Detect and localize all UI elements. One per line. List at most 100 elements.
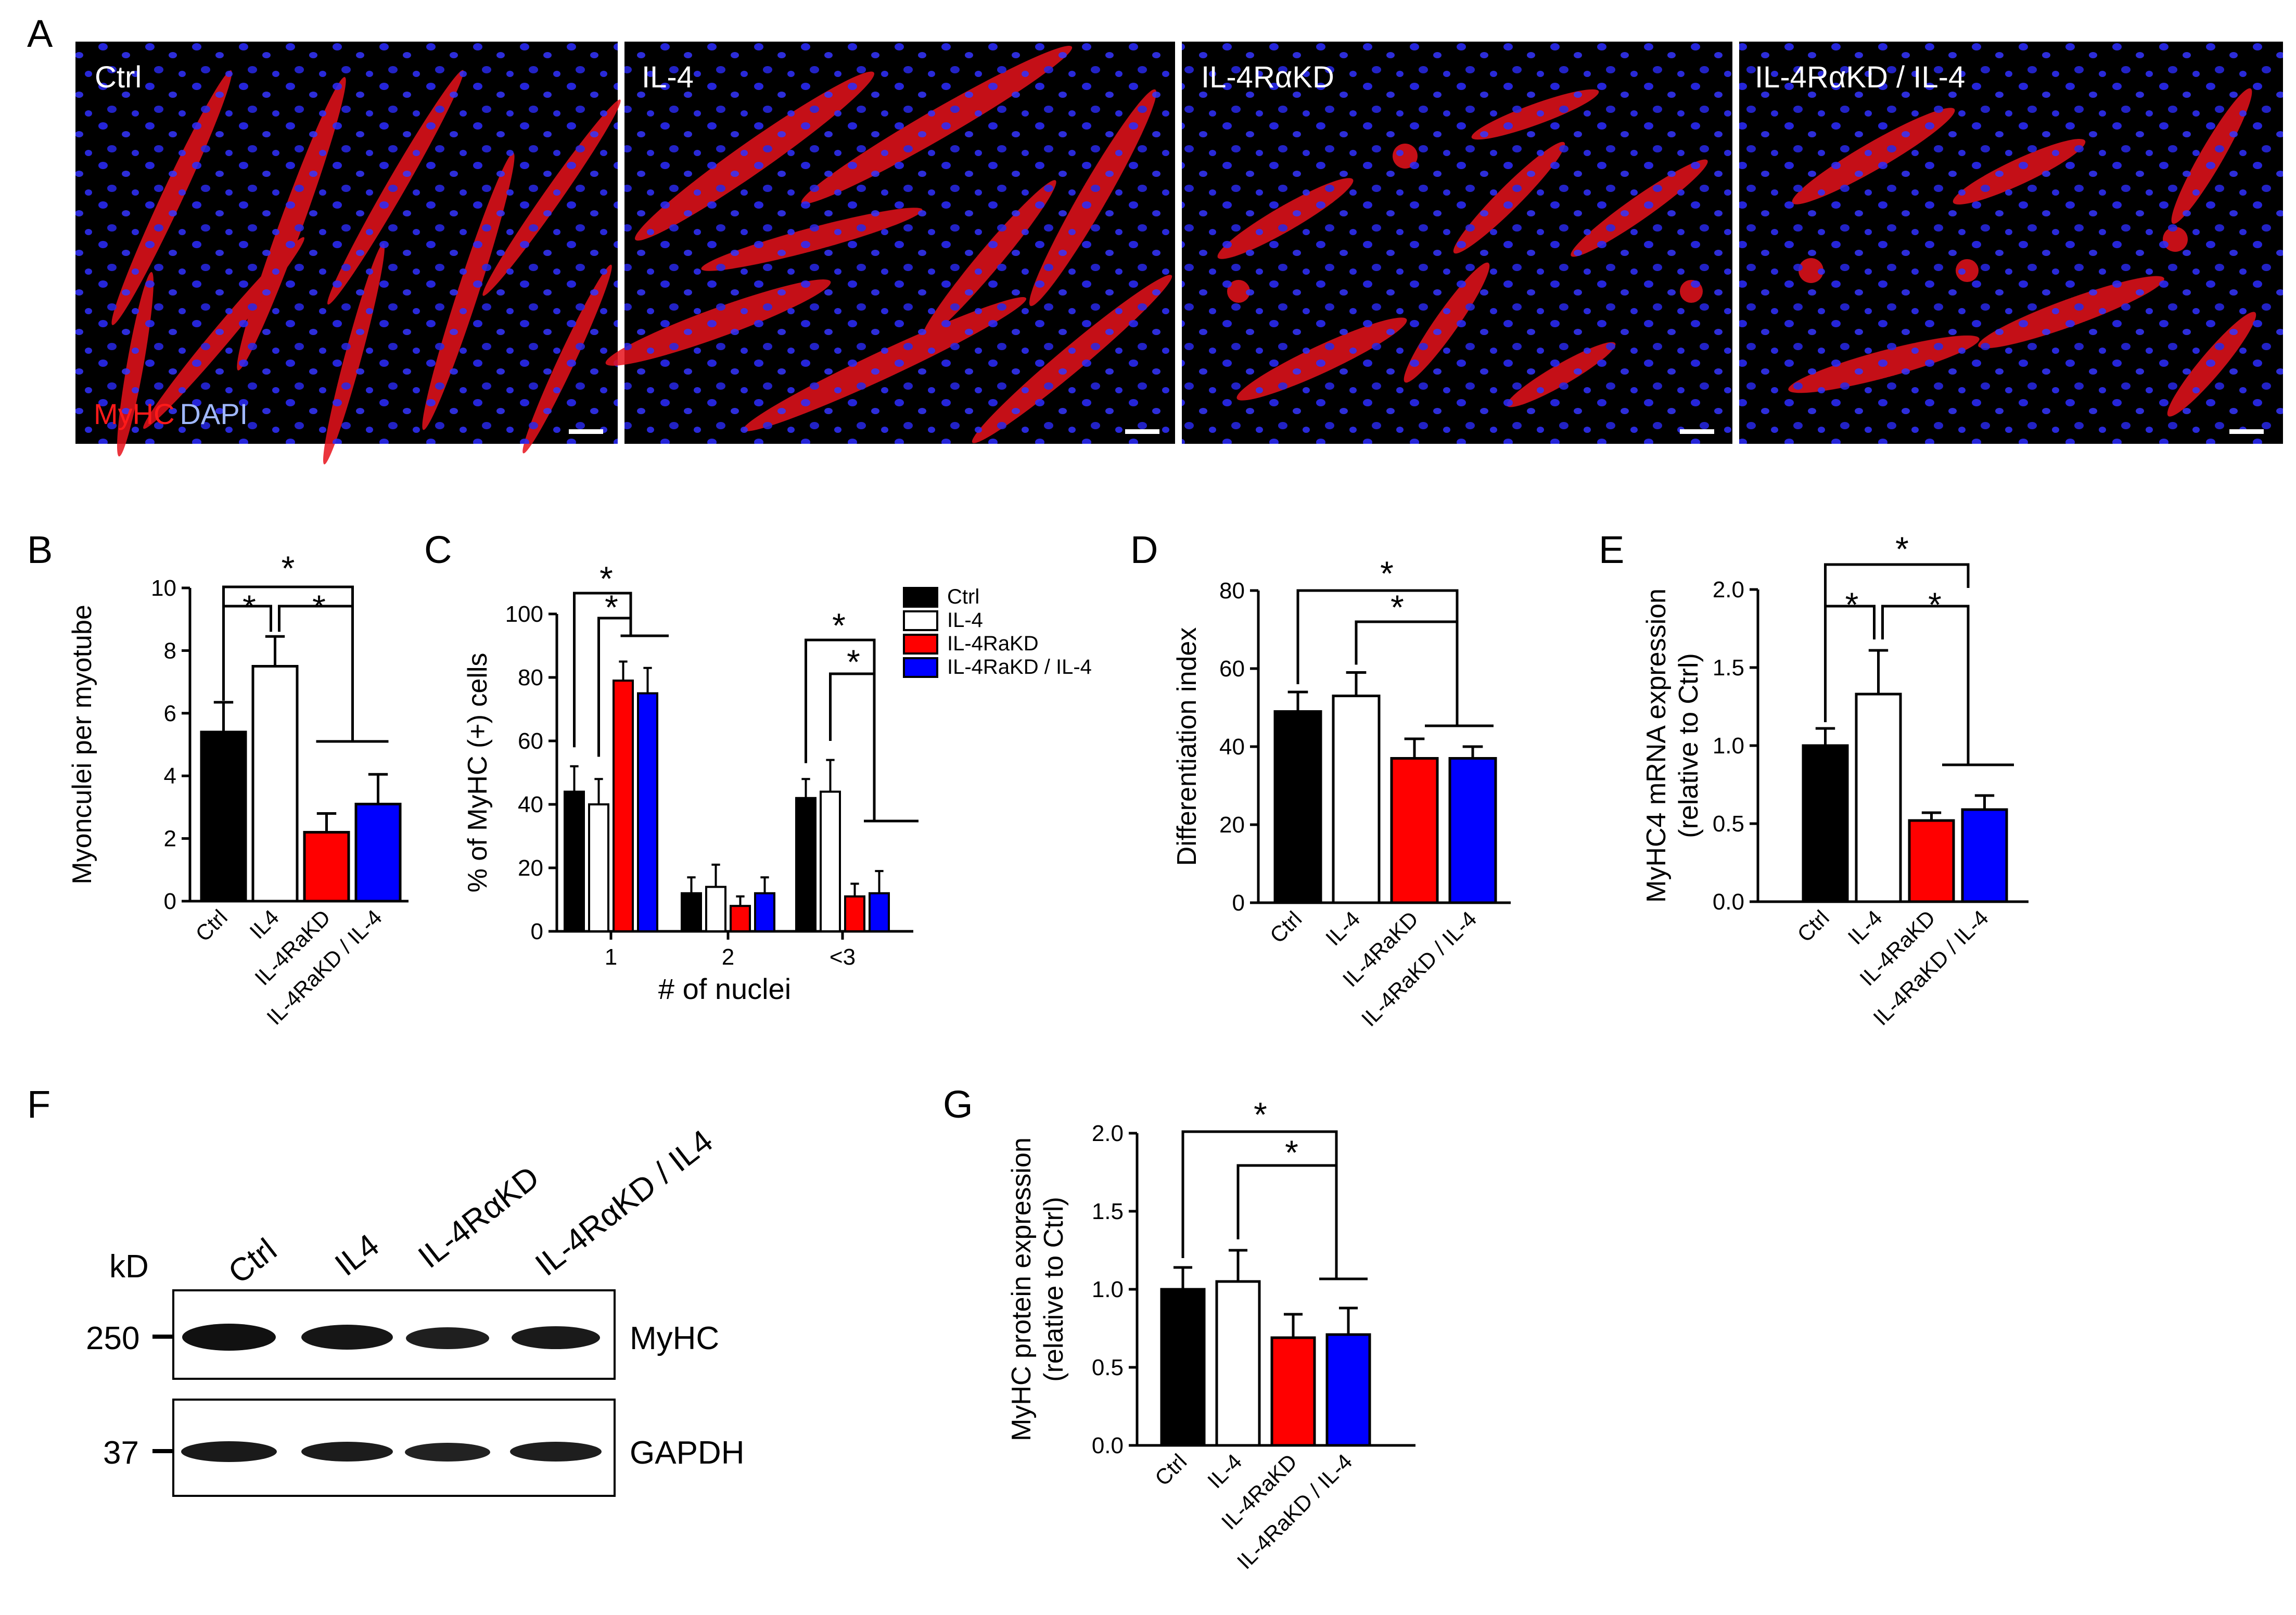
x-tick-label: IL4	[245, 905, 284, 944]
marker-tick-37	[152, 1449, 173, 1453]
y-tick-label: 1.0	[1713, 733, 1744, 759]
y-axis-title: % of MyHC (+) cells	[463, 653, 493, 893]
blot-lane-label: Ctrl	[222, 1232, 283, 1291]
x-tick-label: IL-4	[1203, 1449, 1246, 1493]
stain-legend: MyHC DAPI	[94, 398, 248, 430]
y-tick-label: 0	[531, 919, 543, 944]
significance-bracket	[1355, 620, 1457, 665]
bar	[354, 802, 402, 903]
significance-bracket	[1825, 605, 1876, 639]
significance-star: *	[599, 559, 613, 598]
y-tick-label: 40	[518, 792, 543, 817]
panel-letter-c: C	[424, 528, 452, 571]
bar	[820, 790, 841, 932]
significance-bracket	[829, 672, 874, 741]
x-tick-label: Ctrl	[1792, 905, 1833, 946]
scale-bar	[1125, 429, 1159, 434]
significance-bracket	[1181, 1130, 1338, 1279]
bar	[1160, 1288, 1206, 1447]
significance-star: *	[605, 588, 618, 626]
y-tick-label: 6	[164, 701, 176, 726]
stain-dapi: DAPI	[180, 398, 248, 430]
x-tick-label: Ctrl	[190, 905, 232, 946]
panel-label: IL-4RαKD	[1201, 60, 1334, 94]
x-tick-label: Ctrl	[1150, 1449, 1191, 1490]
significance-star: *	[312, 588, 326, 626]
y-tick-label: 60	[518, 728, 543, 754]
kd-label: kD	[109, 1249, 149, 1285]
bar	[844, 895, 865, 933]
legend-swatch	[903, 610, 938, 631]
significance-bracket	[1236, 1164, 1336, 1239]
bar	[705, 886, 726, 932]
significance-star: *	[847, 643, 860, 681]
significance-bracket	[222, 585, 354, 701]
y-tick-label: 1.0	[1092, 1277, 1124, 1302]
significance-star: *	[1254, 1095, 1267, 1134]
band-gapdh	[301, 1442, 393, 1462]
bar	[613, 680, 634, 932]
bar	[1390, 757, 1439, 904]
legend-label: IL-4	[947, 609, 983, 632]
y-tick-label: 2.0	[1713, 577, 1744, 603]
bar	[588, 803, 609, 932]
x-tick-label: Ctrl	[1265, 906, 1306, 947]
marker-tick-250	[152, 1335, 173, 1339]
significance-star: *	[243, 588, 256, 626]
panel-label: IL-4	[642, 60, 694, 94]
band-gapdh	[510, 1442, 602, 1462]
bar	[1270, 1336, 1316, 1447]
bar	[1325, 1333, 1371, 1447]
y-tick-label: 80	[1219, 578, 1245, 604]
x-axis-title: # of nuclei	[658, 972, 791, 1005]
significance-bracket	[1296, 589, 1459, 726]
y-tick-label: 2	[164, 826, 176, 852]
bar	[1855, 693, 1902, 903]
significance-star: *	[1285, 1133, 1298, 1172]
y-tick-label: 100	[505, 601, 543, 627]
microscopy-panel-il4rakd-il4: IL-4RαKD / IL-4	[1739, 42, 2283, 444]
bar	[1332, 695, 1381, 904]
panel-letter-e: E	[1599, 528, 1624, 571]
significance-bracket	[223, 605, 272, 632]
bar	[681, 892, 702, 933]
legend-label: IL-4RaKD / IL-4	[947, 656, 1092, 678]
y-tick-label: 0.0	[1092, 1433, 1124, 1458]
x-tick-label: IL-4	[1843, 905, 1886, 949]
y-tick-label: 2.0	[1092, 1121, 1124, 1146]
blot-lane-label: IL-4RαKD / IL4	[529, 1123, 720, 1283]
bar	[637, 692, 658, 932]
y-tick-label: 20	[1219, 812, 1245, 838]
dapi-overlay	[1182, 42, 1732, 444]
legend-swatch	[903, 657, 938, 678]
chart-panel-c: 0 20 40 60 80 100 % of MyHC (+) cells 1 2 <3 # of …	[463, 559, 1092, 1005]
y-tick-label: 10	[151, 575, 176, 601]
y-tick-label: 60	[1219, 656, 1245, 682]
y-axis-title: (relative to Ctrl)	[1039, 1197, 1069, 1381]
panel-label: Ctrl	[95, 60, 142, 94]
bar	[1802, 744, 1849, 903]
significance-bracket	[1881, 605, 1970, 765]
y-axis-title: MyHC protein expression	[1006, 1137, 1037, 1441]
significance-bracket	[597, 617, 631, 757]
panel-letter-f: F	[27, 1083, 50, 1126]
y-axis-title: (relative to Ctrl)	[1674, 653, 1704, 838]
significance-bracket	[573, 592, 632, 748]
microscopy-panel-il4rakd: IL-4RαKD	[1182, 42, 1732, 444]
bar	[1961, 808, 2008, 903]
y-axis-title: Differentiation index	[1172, 627, 1202, 866]
band-myhc	[301, 1325, 393, 1350]
legend-label: Ctrl	[947, 585, 979, 608]
band-myhc	[406, 1327, 489, 1349]
legend-swatch	[903, 634, 938, 655]
y-tick-label: 0.5	[1092, 1355, 1124, 1380]
bar	[869, 892, 890, 933]
bar	[251, 665, 299, 903]
bar	[730, 905, 751, 932]
protein-myhc: MyHC	[630, 1321, 719, 1356]
significance-star: *	[1380, 554, 1394, 593]
scale-bar	[2229, 429, 2264, 434]
